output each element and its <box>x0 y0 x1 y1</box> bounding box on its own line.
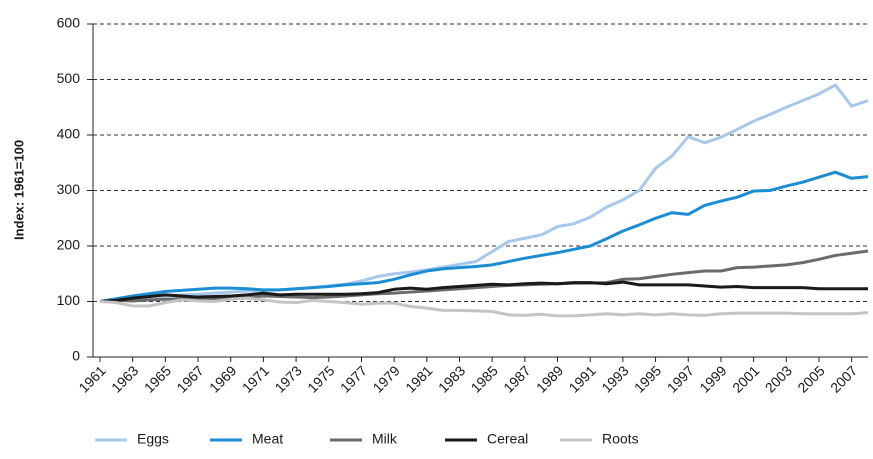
x-tick-label: 1981 <box>402 362 435 395</box>
x-tick-label: 1973 <box>271 362 304 395</box>
x-tick-label: 2005 <box>794 362 827 395</box>
x-tick-label: 1991 <box>566 362 599 395</box>
x-tick-label: 1993 <box>598 362 631 395</box>
x-tick-label: 1985 <box>468 362 501 395</box>
x-tick-label: 1969 <box>206 362 239 395</box>
x-tick-label: 1987 <box>500 362 533 395</box>
x-tick-label: 1975 <box>304 362 337 395</box>
x-tick-label: 2007 <box>827 362 860 395</box>
legend-label: Meat <box>252 431 283 447</box>
x-tick-label: 1989 <box>533 362 566 395</box>
series-line <box>99 296 869 318</box>
legend-label: Cereal <box>487 431 528 447</box>
x-tick-label: 1997 <box>664 362 697 395</box>
x-tick-label: 1979 <box>370 362 403 395</box>
x-tick-label: 1971 <box>239 362 272 395</box>
x-tick-label: 1983 <box>435 362 468 395</box>
x-tick-label: 2003 <box>762 362 795 395</box>
x-tick-label: 1967 <box>173 362 206 395</box>
legend-label: Eggs <box>137 431 169 447</box>
y-tick-label: 100 <box>57 292 81 308</box>
y-tick-label: 0 <box>72 348 80 364</box>
y-axis-label: Index: 1961=100 <box>11 140 26 240</box>
x-tick-label: 1977 <box>337 362 370 395</box>
y-tick-label: 600 <box>57 15 81 31</box>
legend-label: Roots <box>602 431 639 447</box>
x-tick-label: 1995 <box>631 362 664 395</box>
x-tick-label: 1963 <box>108 362 141 395</box>
x-tick-label: 1999 <box>696 362 729 395</box>
y-tick-label: 200 <box>57 237 81 253</box>
y-tick-label: 500 <box>57 70 81 86</box>
x-tick-label: 2001 <box>729 362 762 395</box>
x-tick-label: 1965 <box>141 362 174 395</box>
series-line <box>99 280 868 303</box>
x-tick-label: 1961 <box>75 362 108 395</box>
y-tick-label: 400 <box>57 126 81 142</box>
y-tick-label: 300 <box>57 181 81 197</box>
series-line <box>99 83 869 303</box>
series-line <box>99 170 869 303</box>
legend-label: Milk <box>372 431 398 447</box>
